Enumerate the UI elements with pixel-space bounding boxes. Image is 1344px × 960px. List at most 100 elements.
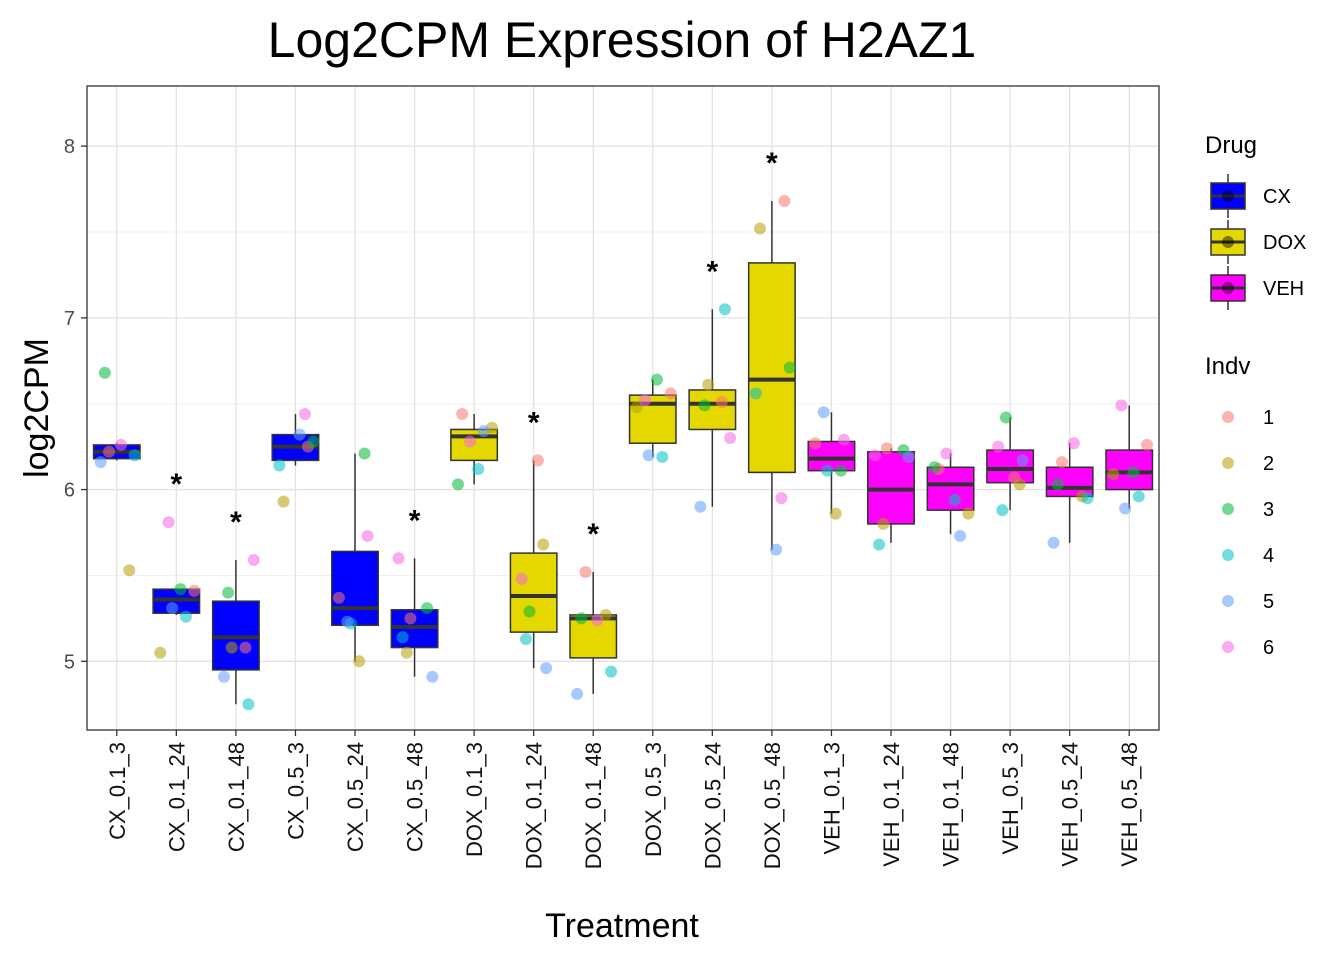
point-indv-6 — [361, 529, 374, 542]
y-tick-label: 7 — [64, 308, 75, 330]
point-indv-3 — [783, 361, 796, 374]
point-indv-2 — [277, 495, 290, 508]
point-indv-4 — [179, 610, 192, 623]
point-indv-5 — [477, 425, 490, 438]
significance-star: * — [587, 518, 599, 551]
y-tick-label: 8 — [64, 136, 75, 158]
box-CX_0.5_24 — [331, 550, 379, 626]
legend-label: 1 — [1263, 407, 1274, 429]
point-indv-3 — [575, 612, 588, 625]
point-indv-4 — [472, 462, 485, 475]
point-indv-1 — [1055, 456, 1068, 469]
point-indv-2 — [962, 507, 975, 520]
point-indv-2 — [702, 378, 715, 391]
y-axis-title: log2CPM — [18, 338, 56, 478]
point-indv-3 — [222, 586, 235, 599]
point-indv-4 — [1132, 490, 1145, 503]
point-indv-5 — [217, 670, 230, 683]
x-tick-label: DOX_0.1_3 — [462, 742, 487, 857]
point-indv-1 — [664, 387, 677, 400]
x-tick-label: DOX_0.5_3 — [641, 742, 666, 857]
legend-key-point — [1222, 190, 1234, 202]
point-indv-5 — [540, 662, 553, 675]
legend-label: VEH — [1263, 278, 1304, 300]
x-tick-label: VEH_0.5_48 — [1117, 742, 1142, 867]
point-indv-6 — [114, 438, 127, 451]
point-indv-1 — [531, 454, 544, 467]
point-indv-2 — [1013, 478, 1026, 491]
point-indv-4 — [821, 464, 834, 477]
legend-label: 2 — [1263, 453, 1274, 475]
point-indv-3 — [1051, 478, 1064, 491]
point-indv-5 — [571, 687, 584, 700]
legend-key-point — [1222, 549, 1234, 561]
point-indv-3 — [698, 399, 711, 412]
point-indv-1 — [404, 612, 417, 625]
legend-label: DOX — [1263, 232, 1306, 254]
point-indv-5 — [902, 450, 915, 463]
point-indv-2 — [225, 641, 238, 654]
point-indv-2 — [1107, 468, 1120, 481]
significance-star: * — [409, 504, 421, 537]
box-DOX_0.5_24 — [688, 389, 737, 431]
x-tick-label: CX_0.5_24 — [343, 742, 368, 852]
point-indv-3 — [452, 478, 465, 491]
point-indv-1 — [809, 437, 822, 450]
point-indv-2 — [353, 655, 366, 668]
point-indv-2 — [154, 646, 167, 659]
point-indv-4 — [273, 459, 286, 472]
legend-key-point — [1222, 457, 1234, 469]
point-indv-1 — [1141, 438, 1154, 451]
legend-label: 4 — [1263, 545, 1274, 567]
point-indv-6 — [992, 440, 1005, 453]
legend-label: 5 — [1263, 591, 1274, 613]
significance-star: * — [230, 506, 242, 539]
point-indv-5 — [293, 428, 306, 441]
point-indv-6 — [591, 614, 604, 627]
point-indv-6 — [247, 553, 260, 566]
legend-label: 6 — [1263, 637, 1274, 659]
point-indv-3 — [650, 373, 663, 386]
point-indv-1 — [239, 641, 252, 654]
point-indv-2 — [753, 222, 766, 235]
point-indv-3 — [999, 411, 1012, 424]
point-indv-6 — [463, 435, 476, 448]
point-indv-5 — [1119, 502, 1132, 515]
x-tick-label: CX_0.5_3 — [283, 742, 308, 840]
point-indv-2 — [537, 538, 550, 551]
point-indv-4 — [749, 387, 762, 400]
legend-label: CX — [1263, 186, 1291, 208]
point-indv-3 — [358, 447, 371, 460]
point-indv-4 — [128, 449, 141, 462]
point-indv-1 — [778, 195, 791, 208]
x-tick-label: DOX_0.1_24 — [522, 742, 547, 869]
point-indv-3 — [523, 605, 536, 618]
point-indv-5 — [166, 602, 179, 615]
x-axis-title: Treatment — [545, 907, 699, 945]
x-tick-label: DOX_0.5_24 — [700, 742, 725, 869]
point-indv-5 — [954, 529, 967, 542]
legend-key-point — [1222, 411, 1234, 423]
x-tick-label: VEH_0.1_24 — [879, 742, 904, 867]
chart-title: Log2CPM Expression of H2AZ1 — [268, 12, 977, 68]
point-indv-2 — [400, 646, 413, 659]
y-tick-label: 6 — [64, 480, 75, 502]
point-indv-5 — [642, 449, 655, 462]
x-tick-label: VEH_0.1_3 — [819, 742, 844, 855]
legend-key-point — [1222, 282, 1234, 294]
point-indv-6 — [724, 432, 737, 445]
significance-star: * — [706, 255, 718, 288]
point-indv-6 — [1067, 437, 1080, 450]
point-indv-1 — [456, 408, 469, 421]
x-tick-label: CX_0.1_3 — [105, 742, 130, 840]
point-indv-1 — [579, 566, 592, 579]
point-indv-6 — [162, 516, 175, 529]
box-DOX_0.1_24 — [509, 552, 558, 633]
point-indv-1 — [103, 445, 116, 458]
point-indv-5 — [426, 670, 439, 683]
legend-key-point — [1222, 503, 1234, 515]
panel-background — [87, 86, 1159, 730]
point-indv-6 — [1115, 399, 1128, 412]
point-indv-4 — [605, 665, 618, 678]
